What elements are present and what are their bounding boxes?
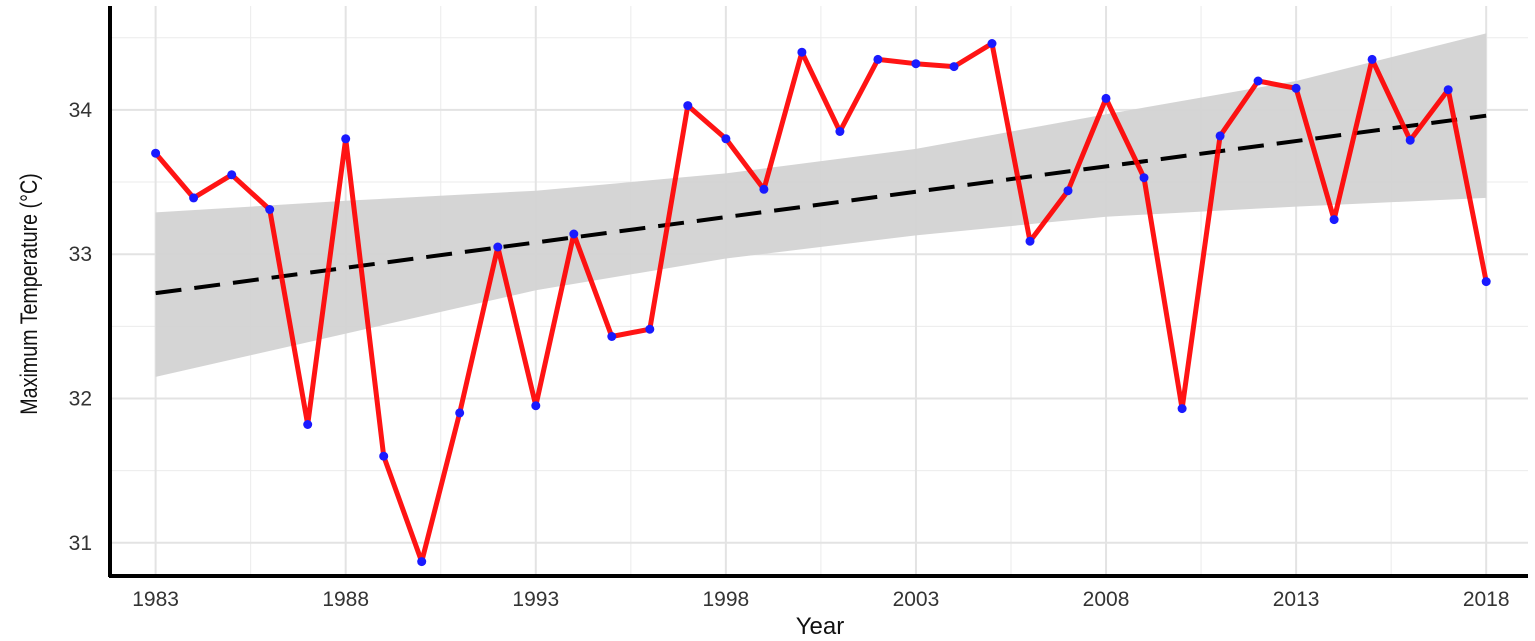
data-point — [721, 134, 731, 144]
x-tick-label: 2018 — [1463, 588, 1510, 611]
data-point — [1405, 135, 1415, 145]
data-point — [569, 229, 579, 239]
y-tick-label: 32 — [69, 388, 92, 411]
data-point — [1177, 404, 1187, 414]
axes — [108, 6, 1528, 578]
data-point — [1329, 215, 1339, 225]
data-point — [797, 47, 807, 57]
x-tick-label: 1983 — [132, 588, 179, 611]
data-point — [911, 59, 921, 69]
trend-line-layer — [155, 113, 1487, 296]
data-point — [379, 451, 389, 461]
temperature-line — [153, 41, 1489, 565]
data-point — [835, 127, 845, 136]
data-point — [1291, 83, 1301, 93]
data-point — [227, 170, 237, 180]
x-tick-label: 2003 — [893, 588, 940, 611]
y-axis-title: Maximum Temperature (°C) — [15, 173, 42, 414]
data-point — [303, 420, 313, 429]
y-tick-label: 31 — [69, 532, 92, 555]
data-point — [683, 101, 693, 111]
data-point — [189, 193, 199, 203]
data-point — [265, 205, 275, 214]
temperature-series-layer — [153, 41, 1489, 565]
trend-line — [155, 113, 1487, 296]
data-point — [607, 332, 617, 341]
data-point — [1025, 236, 1035, 246]
y-tick-label: 34 — [69, 99, 93, 122]
data-point — [1215, 131, 1225, 141]
x-tick-label: 2008 — [1083, 588, 1130, 611]
data-point — [1481, 277, 1491, 287]
data-points-layer — [151, 39, 1491, 567]
data-point — [417, 557, 427, 567]
data-point — [759, 184, 769, 194]
x-axis-title: Year — [796, 613, 845, 640]
data-point — [1443, 85, 1453, 95]
data-point — [1063, 186, 1073, 196]
data-point — [151, 148, 161, 158]
data-point — [987, 39, 997, 48]
x-tick-label: 2013 — [1273, 588, 1320, 611]
data-point — [1101, 93, 1111, 103]
data-point — [645, 324, 655, 334]
x-tick-label: 1998 — [703, 588, 750, 611]
data-point — [1253, 76, 1263, 86]
y-tick-label: 33 — [69, 243, 92, 266]
tick-labels: 1983 1988 1993 1998 2003 2008 2013 2018 31 32 33 34 — [69, 99, 1510, 611]
x-tick-label: 1988 — [322, 588, 369, 611]
data-point — [873, 54, 883, 64]
x-tick-label: 1993 — [512, 588, 559, 611]
data-point — [949, 62, 959, 72]
data-point — [1139, 173, 1149, 183]
data-point — [1367, 54, 1377, 64]
data-point — [455, 408, 465, 418]
data-point — [493, 242, 503, 252]
data-point — [531, 401, 541, 411]
data-point — [341, 134, 351, 144]
